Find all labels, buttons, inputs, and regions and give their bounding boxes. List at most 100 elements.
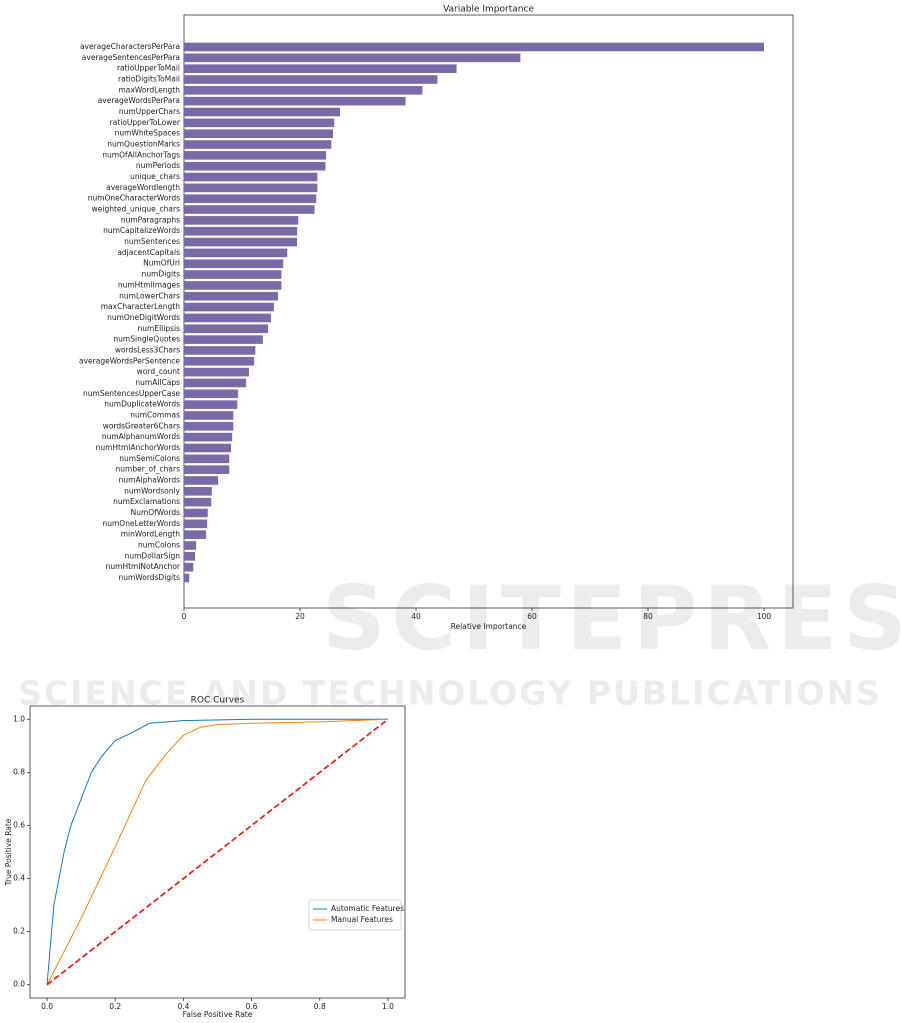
bar — [184, 129, 334, 138]
bar — [184, 75, 438, 84]
y-tick-label: ratioDigitsToMail — [118, 75, 180, 84]
y-tick-label: numOneDigitWords — [107, 313, 180, 322]
y-tick-label: numEllipsis — [138, 324, 181, 333]
x-axis-label: False Positive Rate — [183, 1010, 253, 1019]
bar — [184, 140, 332, 149]
y-tick-label: number_of_chars — [116, 465, 181, 474]
y-tick-label: adjacentCapitals — [117, 248, 180, 257]
bar — [184, 237, 298, 247]
y-tick-label: numAlphanumWords — [102, 432, 180, 441]
bar — [184, 194, 317, 204]
y-tick-label: numExclamations — [113, 497, 180, 506]
bar — [184, 562, 194, 572]
y-tick-label: numDuplicateWords — [104, 400, 180, 409]
x-tick-label: 1.0 — [382, 1002, 394, 1011]
y-tick-label: numHtmlNotAnchor — [106, 562, 181, 571]
y-tick-label: numDollarSign — [125, 551, 181, 560]
y-tick-label: wordsGreater6Chars — [103, 421, 180, 430]
bar — [184, 42, 764, 52]
bar — [184, 454, 230, 464]
y-tick-label: NumOfUrl — [143, 259, 180, 268]
x-tick-label: 0.2 — [109, 1002, 121, 1011]
y-tick-label: numColons — [138, 541, 180, 550]
bar — [184, 205, 315, 214]
y-tick-label: ratioUpperToLower — [110, 118, 181, 127]
y-tick-label: averageWordlength — [106, 183, 180, 192]
bar — [184, 367, 249, 377]
watermark-sub: SCIENCE AND TECHNOLOGY PUBLICATIONS — [18, 674, 882, 713]
y-tick-label: numWhiteSpaces — [115, 129, 180, 138]
legend-label: Automatic Features — [331, 904, 404, 913]
y-tick-label: averageCharactersPerPara — [80, 42, 180, 51]
y-tick-label: NumOfWords — [131, 508, 180, 517]
x-tick-label: 0.8 — [314, 1002, 326, 1011]
bar — [184, 465, 230, 474]
bar — [184, 519, 208, 529]
bar — [184, 389, 238, 399]
bar — [184, 183, 318, 193]
y-tick-label: word_count — [137, 367, 180, 376]
bar — [184, 64, 457, 73]
chart-title: Variable Importance — [443, 5, 534, 15]
bar — [184, 96, 406, 106]
bar — [184, 53, 521, 63]
y-axis-label: True Positive Rate — [4, 818, 13, 886]
bar — [184, 400, 238, 409]
bar — [184, 281, 282, 290]
y-tick-label: numHtmlAnchorWords — [96, 443, 180, 452]
bar — [184, 86, 423, 95]
bar — [184, 432, 233, 442]
x-tick-label: 40 — [411, 612, 421, 621]
bar — [184, 291, 278, 301]
bar — [184, 497, 212, 507]
x-tick-label: 100 — [757, 612, 772, 621]
line — [46, 718, 388, 985]
y-tick-label: numSemiColons — [119, 454, 180, 463]
y-tick-label: weighted_unique_chars — [92, 205, 180, 214]
bar — [184, 161, 326, 171]
y-tick-label: 0.6 — [13, 820, 25, 829]
line — [46, 718, 388, 985]
y-tick-label: numLowerChars — [119, 291, 180, 300]
y-tick-label: numCapitalizeWords — [103, 226, 180, 235]
y-tick-label: 0.4 — [13, 874, 25, 883]
x-axis-label: Relative Importance — [451, 622, 527, 631]
y-tick-label: ratioUpperToMail — [117, 64, 180, 73]
chart-title: ROC Curves — [191, 696, 245, 706]
y-tick-label: numCommas — [130, 410, 180, 419]
bar — [184, 259, 284, 269]
y-tick-label: wordsLess3Chars — [115, 345, 180, 354]
y-tick-label: numPeriods — [136, 161, 180, 170]
bar — [184, 541, 197, 550]
bar — [184, 356, 255, 366]
bar — [184, 216, 299, 225]
line — [46, 718, 389, 986]
y-tick-label: numSentences — [124, 237, 180, 246]
y-tick-label: numAlphaWords — [119, 475, 180, 484]
bar — [184, 226, 298, 236]
bar — [184, 443, 231, 453]
bar — [184, 487, 212, 496]
bar — [184, 172, 318, 182]
y-tick-label: numQuestionMarks — [107, 140, 180, 149]
bar — [184, 530, 207, 539]
bar — [184, 248, 288, 258]
y-tick-label: numOneCharacterWords — [88, 194, 180, 203]
y-tick-label: 0.0 — [13, 980, 25, 989]
y-tick-label: averageWordsPerSentence — [79, 356, 180, 365]
x-tick-label: 0.0 — [41, 1002, 53, 1011]
legend-label: Manual Features — [331, 915, 393, 924]
y-tick-label: numSingleQuotes — [113, 335, 180, 344]
bar — [184, 476, 219, 485]
x-tick-label: 80 — [643, 612, 653, 621]
y-tick-label: numUpperChars — [119, 107, 180, 116]
y-tick-label: averageSentencesPerPara — [82, 53, 180, 62]
y-tick-label: numWordsonly — [124, 486, 180, 495]
y-tick-label: 1.0 — [13, 714, 25, 723]
y-tick-label: numHtmlImages — [118, 280, 180, 289]
x-tick-label: 0.6 — [246, 1002, 258, 1011]
x-tick-label: 60 — [527, 612, 537, 621]
bar — [184, 378, 247, 388]
y-tick-label: minWordLength — [121, 530, 181, 539]
